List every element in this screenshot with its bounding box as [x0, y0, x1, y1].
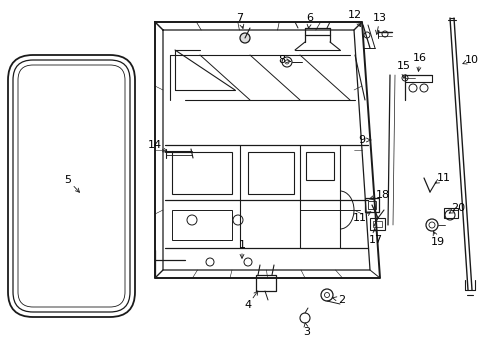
Text: 5: 5 — [64, 175, 71, 185]
Text: 4: 4 — [244, 300, 251, 310]
Text: 11: 11 — [352, 213, 366, 223]
Bar — [247, 152, 293, 194]
Text: 3: 3 — [303, 327, 310, 337]
Text: 19: 19 — [430, 237, 444, 247]
Text: 2: 2 — [338, 295, 345, 305]
Bar — [172, 210, 231, 240]
Text: 10: 10 — [464, 55, 478, 65]
Text: 14: 14 — [148, 140, 162, 150]
Text: 8: 8 — [278, 55, 285, 65]
Bar — [256, 275, 275, 291]
Bar — [305, 152, 333, 180]
Text: 15: 15 — [396, 61, 410, 71]
Text: 7: 7 — [236, 13, 243, 23]
Bar — [367, 201, 375, 209]
Text: 9: 9 — [358, 135, 365, 145]
Text: 1: 1 — [238, 240, 245, 250]
Bar — [369, 218, 384, 230]
Text: 20: 20 — [450, 203, 464, 213]
Bar — [172, 152, 231, 194]
Text: 18: 18 — [375, 190, 389, 200]
Text: 16: 16 — [412, 53, 426, 63]
Text: 11: 11 — [436, 173, 450, 183]
Text: 12: 12 — [347, 10, 361, 20]
Bar — [364, 198, 378, 212]
Text: 13: 13 — [372, 13, 386, 23]
Circle shape — [240, 33, 249, 43]
Text: 6: 6 — [306, 13, 313, 23]
Bar — [372, 221, 381, 227]
Text: 17: 17 — [368, 235, 382, 245]
Bar — [443, 208, 457, 218]
